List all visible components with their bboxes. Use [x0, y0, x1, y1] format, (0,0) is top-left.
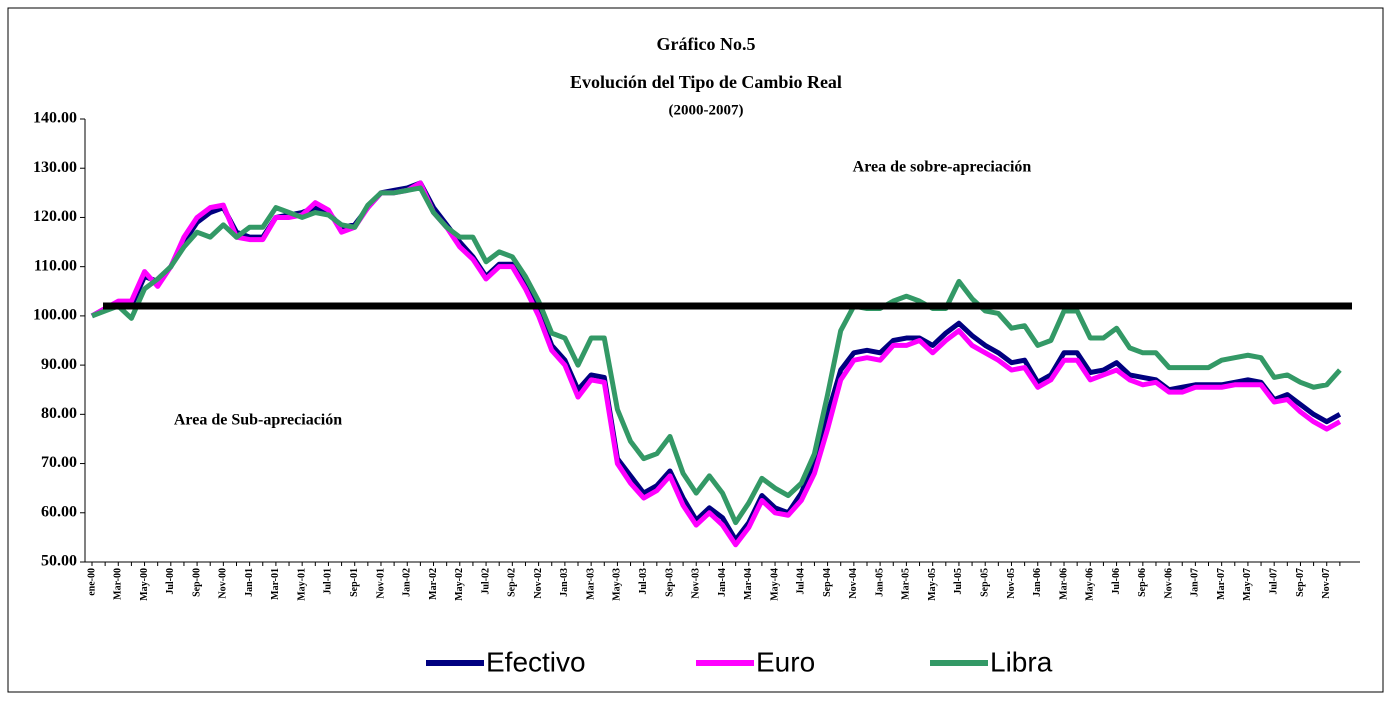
x-tick-label: May-04 [769, 568, 780, 601]
x-tick-label: Sep-06 [1137, 568, 1148, 597]
x-tick-label: Jan-02 [402, 568, 413, 597]
x-tick-label: May-03 [612, 568, 623, 601]
x-tick-label: Jul-00 [165, 568, 176, 595]
y-tick-label: 60.00 [41, 503, 77, 520]
x-tick-label: Jul-01 [323, 568, 334, 595]
x-tick-label: Mar-06 [1058, 568, 1069, 600]
x-tick-label: Sep-00 [191, 568, 202, 597]
x-tick-label: Nov-05 [1006, 568, 1017, 599]
x-tick-label: Mar-02 [428, 568, 439, 600]
legend-label: Libra [990, 646, 1053, 677]
x-tick-label: Jan-01 [244, 568, 255, 597]
y-tick-label: 90.00 [41, 356, 77, 373]
x-tick-label: Mar-03 [585, 568, 596, 600]
x-tick-label: May-02 [454, 568, 465, 601]
x-tick-label: Jan-06 [1032, 568, 1043, 597]
x-tick-label: May-01 [296, 568, 307, 601]
x-tick-label: May-00 [139, 568, 150, 601]
x-tick-label: Jul-07 [1268, 568, 1279, 595]
y-tick-label: 80.00 [41, 405, 77, 422]
x-tick-label: Nov-01 [375, 568, 386, 599]
y-tick-label: 140.00 [33, 110, 77, 127]
x-tick-label: Sep-04 [822, 568, 833, 597]
x-tick-label: Mar-04 [743, 568, 754, 600]
x-tick-label: Sep-03 [664, 568, 675, 597]
x-tick-label: May-07 [1242, 568, 1253, 601]
x-tick-label: Jan-05 [874, 568, 885, 597]
x-tick-label: Jul-06 [1111, 568, 1122, 595]
x-tick-label: Nov-03 [691, 568, 702, 599]
y-tick-label: 100.00 [33, 307, 77, 324]
x-tick-label: Jan-07 [1190, 568, 1201, 597]
x-tick-label: Nov-04 [848, 568, 859, 599]
line-series [91, 185, 1342, 526]
y-tick-label: 50.00 [41, 553, 77, 570]
legend-label: Euro [756, 646, 815, 677]
x-tick-label: Jan-03 [559, 568, 570, 597]
legend-label: Efectivo [486, 646, 586, 677]
x-tick-label: Mar-07 [1216, 568, 1227, 600]
x-tick-label: Sep-02 [507, 568, 518, 597]
x-tick-label: ene-00 [86, 568, 97, 596]
annotation: Area de sobre-apreciación [853, 159, 1032, 176]
y-tick-label: 120.00 [33, 208, 77, 225]
chart-period: (2000-2007) [669, 102, 744, 118]
chart-title: Gráfico No.5 [657, 34, 756, 54]
x-tick-label: Sep-01 [349, 568, 360, 597]
x-tick-label: Jan-04 [717, 568, 728, 597]
y-tick-label: 110.00 [34, 257, 77, 274]
x-tick-label: Jul-04 [796, 568, 807, 595]
x-tick-label: Nov-06 [1163, 568, 1174, 599]
x-tick-label: Mar-05 [901, 568, 912, 600]
x-tick-label: Jul-03 [638, 568, 649, 595]
y-tick-label: 70.00 [41, 454, 77, 471]
chart-subtitle: Evolución del Tipo de Cambio Real [570, 72, 842, 92]
x-tick-label: Sep-05 [980, 568, 991, 597]
x-tick-label: Nov-00 [218, 568, 229, 599]
y-tick-label: 130.00 [33, 159, 77, 176]
chart-frame [7, 7, 1384, 693]
x-tick-label: Nov-02 [533, 568, 544, 599]
x-tick-label: May-05 [927, 568, 938, 601]
annotation: Area de Sub-apreciación [174, 412, 342, 429]
x-tick-label: Jul-05 [953, 568, 964, 595]
x-tick-label: Mar-01 [270, 568, 281, 600]
x-tick-label: Mar-00 [113, 568, 124, 600]
x-tick-label: Sep-07 [1295, 568, 1306, 597]
x-tick-label: May-06 [1085, 568, 1096, 601]
x-tick-label: Nov-07 [1321, 568, 1332, 599]
x-tick-label: Jul-02 [480, 568, 491, 595]
